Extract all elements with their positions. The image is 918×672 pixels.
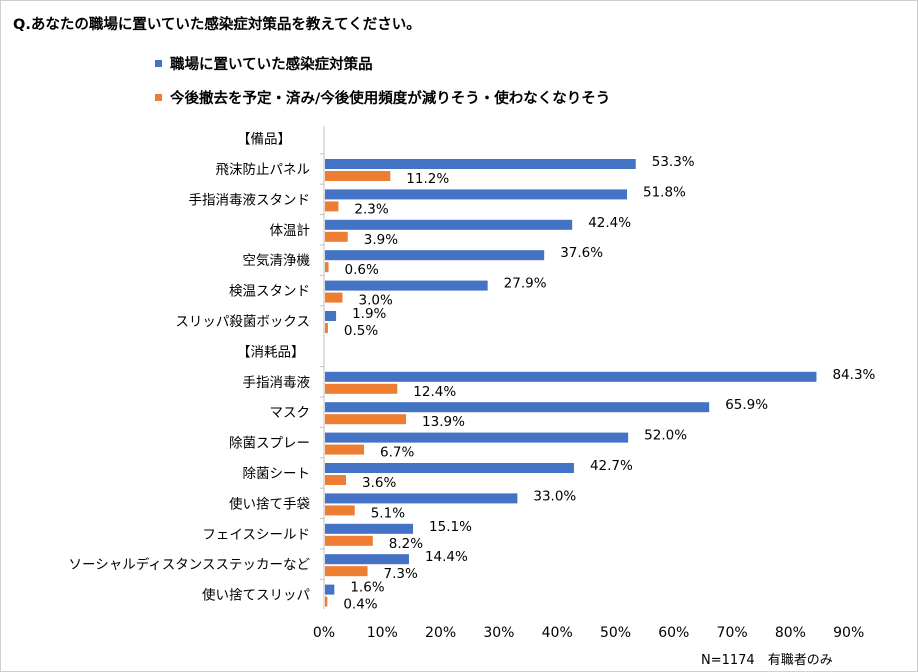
category-label: 除菌スプレー (229, 436, 310, 452)
bar-series-1 (325, 402, 710, 413)
bar-series-1 (325, 432, 629, 443)
bar-series-2 (325, 535, 373, 546)
bar-series-2 (325, 596, 328, 607)
data-label-series-2: 12.4% (413, 384, 456, 400)
category-label: 空気清浄機 (243, 253, 311, 269)
footnote: N=1174 有職者のみ (701, 653, 833, 668)
legend-swatch-orange (155, 93, 162, 101)
bar-series-1 (325, 584, 335, 595)
data-label-series-2: 3.9% (364, 232, 398, 248)
x-tick-label: 90% (833, 625, 864, 641)
legend-label-series-1: 職場に置いていた感染症対策品 (170, 56, 373, 73)
data-label-series-1: 33.0% (533, 488, 576, 504)
bar-series-1 (325, 280, 488, 291)
data-label-series-1: 52.0% (644, 428, 687, 444)
data-label-series-1: 53.3% (652, 154, 695, 170)
data-label-series-2: 0.6% (344, 262, 378, 278)
bar-series-1 (325, 189, 627, 200)
data-label-series-2: 0.4% (343, 597, 377, 613)
legend-label-series-2: 今後撤去を予定・済み/今後使用頻度が減りそう・使わなくなりそう (170, 90, 611, 107)
data-label-series-1: 1.9% (352, 306, 386, 322)
bar-series-2 (325, 414, 407, 425)
bar-series-1 (325, 371, 817, 382)
category-label: 体温計 (270, 223, 311, 239)
bar-series-2 (325, 262, 329, 273)
bar-series-1 (325, 523, 414, 534)
legend-swatch-blue (155, 59, 162, 67)
data-label-series-2: 11.2% (406, 171, 449, 187)
data-label-series-2: 5.1% (371, 505, 405, 521)
bar-series-1 (325, 311, 337, 321)
data-label-series-1: 37.6% (560, 245, 603, 261)
data-label-series-2: 0.5% (344, 323, 378, 339)
bar-series-2 (325, 566, 368, 577)
bar-series-2 (325, 292, 343, 303)
bar-series-2 (325, 231, 348, 242)
x-tick-label: 40% (542, 625, 573, 641)
category-label: 使い捨て手袋 (229, 495, 310, 512)
legend-item-series-2: 今後撤去を予定・済み/今後使用頻度が減りそう・使わなくなりそう (155, 87, 610, 107)
legend-item-series-1: 職場に置いていた感染症対策品 (155, 53, 373, 73)
bar-series-1 (325, 159, 636, 169)
category-label: 使い捨てスリッパ (202, 587, 310, 604)
x-tick-label: 60% (658, 625, 689, 641)
chart-title: Q.あなたの職場に置いていた感染症対策品を教えてください。 (13, 17, 421, 33)
category-label: 手指消毒液 (243, 375, 311, 391)
data-label-series-2: 8.2% (389, 536, 423, 552)
bar-series-2 (325, 444, 365, 455)
x-tick-label: 20% (425, 625, 456, 641)
bar-series-2 (325, 505, 355, 516)
bar-series-1 (325, 493, 518, 504)
data-label-series-1: 1.6% (350, 580, 384, 596)
category-label: マスク (270, 405, 311, 421)
data-label-series-2: 6.7% (380, 445, 414, 461)
category-label: スリッパ殺菌ボックス (175, 314, 310, 330)
category-label: フェイスシールド (202, 527, 310, 543)
data-label-series-1: 65.9% (725, 397, 768, 413)
bar-series-2 (325, 201, 339, 212)
data-label-series-1: 51.8% (643, 184, 686, 200)
bar-series-2 (325, 171, 391, 181)
data-label-series-2: 2.3% (354, 201, 388, 217)
data-label-series-2: 3.6% (362, 475, 396, 491)
data-label-series-1: 42.4% (588, 215, 631, 231)
x-tick-label: 10% (367, 625, 398, 641)
category-label: 除菌シート (243, 466, 311, 482)
x-tick-label: 80% (775, 625, 806, 641)
bar-series-1 (325, 554, 409, 565)
x-tick-label: 50% (600, 625, 631, 641)
data-label-series-2: 7.3% (384, 566, 418, 582)
bar-series-2 (325, 323, 328, 333)
group-header-2: 【消耗品】 (237, 344, 305, 360)
group-header-1: 【備品】 (237, 132, 291, 148)
data-label-series-1: 84.3% (832, 367, 875, 383)
data-label-series-2: 13.9% (422, 414, 465, 430)
category-label: 検温スタンド (229, 284, 310, 300)
bar-series-2 (325, 383, 398, 394)
x-tick-label: 30% (483, 625, 514, 641)
bar-series-2 (325, 475, 346, 485)
data-label-series-1: 27.9% (504, 276, 547, 292)
x-tick-label: 70% (717, 625, 748, 641)
data-label-series-2: 3.0% (358, 293, 392, 309)
x-tick-label: 0% (313, 625, 335, 641)
bar-series-1 (325, 463, 574, 473)
category-label: 飛沫防止パネル (216, 162, 311, 178)
category-label: ソーシャルディスタンスステッカーなど (68, 556, 310, 573)
bar-series-1 (325, 250, 545, 261)
bar-series-1 (325, 219, 573, 230)
data-label-series-1: 15.1% (429, 519, 472, 535)
data-label-series-1: 14.4% (425, 549, 468, 565)
category-label: 手指消毒液スタンド (189, 192, 311, 208)
data-label-series-1: 42.7% (590, 458, 633, 474)
